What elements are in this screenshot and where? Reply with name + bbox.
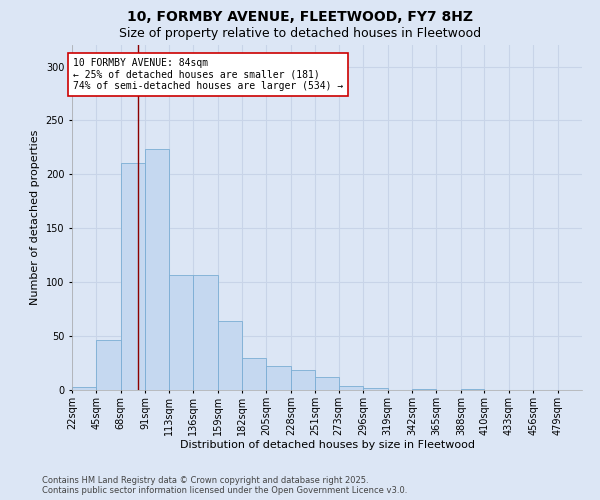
Bar bbox=[363, 388, 388, 390]
Bar bbox=[72, 387, 97, 390]
Bar bbox=[242, 358, 266, 390]
Bar bbox=[338, 386, 363, 390]
Text: Contains HM Land Registry data © Crown copyright and database right 2025.
Contai: Contains HM Land Registry data © Crown c… bbox=[42, 476, 407, 495]
Bar bbox=[145, 148, 169, 390]
Bar bbox=[266, 366, 291, 390]
X-axis label: Distribution of detached houses by size in Fleetwood: Distribution of detached houses by size … bbox=[179, 440, 475, 450]
Bar bbox=[461, 389, 484, 390]
Bar bbox=[316, 377, 338, 390]
Bar bbox=[412, 389, 436, 390]
Bar bbox=[121, 162, 145, 390]
Text: Size of property relative to detached houses in Fleetwood: Size of property relative to detached ho… bbox=[119, 28, 481, 40]
Bar bbox=[291, 370, 316, 390]
Text: 10 FORMBY AVENUE: 84sqm
← 25% of detached houses are smaller (181)
74% of semi-d: 10 FORMBY AVENUE: 84sqm ← 25% of detache… bbox=[73, 58, 343, 91]
Bar bbox=[169, 274, 193, 390]
Bar bbox=[218, 321, 242, 390]
Text: 10, FORMBY AVENUE, FLEETWOOD, FY7 8HZ: 10, FORMBY AVENUE, FLEETWOOD, FY7 8HZ bbox=[127, 10, 473, 24]
Y-axis label: Number of detached properties: Number of detached properties bbox=[30, 130, 40, 305]
Bar bbox=[97, 340, 121, 390]
Bar bbox=[193, 274, 218, 390]
